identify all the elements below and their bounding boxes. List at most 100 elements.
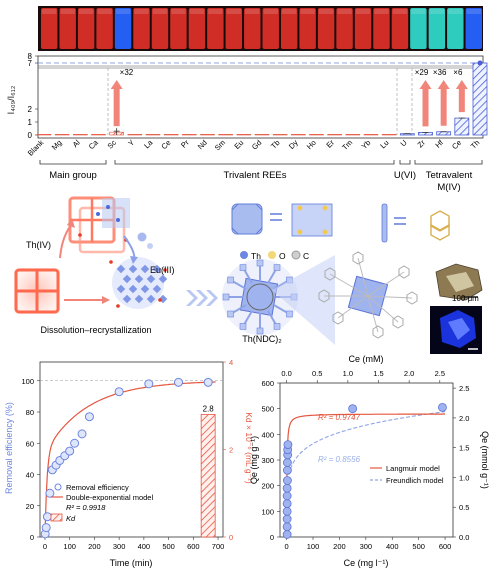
lattice-node	[134, 274, 144, 284]
isotherm-legend: Langmuir model Freundlich model	[370, 464, 444, 485]
vial-highlight	[429, 9, 445, 14]
bar	[163, 134, 179, 136]
bar	[454, 117, 470, 136]
x-tick-label: 400	[386, 542, 399, 551]
y-tick-label: 80	[26, 408, 34, 417]
vial	[373, 8, 390, 49]
bar	[145, 134, 161, 136]
y-tick-label: 100	[261, 507, 274, 516]
vial-highlight	[208, 9, 223, 14]
bar	[182, 134, 197, 136]
zoom-wedge	[272, 255, 335, 345]
lattice-node	[146, 294, 156, 304]
data-point	[282, 514, 292, 524]
legend-th-dot	[240, 251, 248, 259]
isotherm-chart: Qe (mg g⁻¹) Qe (mmol g⁻¹) Ce (mg l⁻¹) Ce…	[249, 354, 490, 568]
vial-highlight	[171, 9, 186, 14]
zoomed-structure	[318, 251, 418, 339]
vial	[317, 8, 335, 49]
data-point	[144, 379, 154, 389]
vial	[262, 8, 279, 49]
bracket-trivalent	[114, 160, 395, 165]
vial-highlight	[337, 9, 352, 14]
y-tick-label: 300	[261, 456, 274, 465]
arrow-head	[419, 80, 432, 89]
bracket-main	[39, 160, 107, 165]
kinetics-chart: Removal efficiency (%) Kd × 10⁻⁶ (mL g⁻¹…	[4, 358, 254, 568]
vial	[391, 8, 409, 49]
vial-highlight	[300, 9, 315, 14]
vial	[170, 8, 187, 49]
arrow-shaft	[113, 88, 120, 127]
lattice-node	[122, 274, 132, 284]
vial-highlight	[281, 9, 297, 14]
vial	[133, 8, 150, 49]
arrow-head	[110, 80, 123, 89]
arrow-shaft	[422, 88, 429, 127]
multiplier-label: ×29	[415, 68, 429, 77]
bar	[291, 134, 306, 136]
data-point	[282, 522, 292, 532]
spoke-node	[239, 323, 247, 330]
vial-highlight	[318, 9, 334, 14]
data-point	[65, 446, 75, 456]
x-label: Eu	[232, 138, 245, 151]
bar-top-dot	[477, 60, 483, 66]
x-tick-label: 0	[43, 542, 47, 551]
kinetics-y2label: Kd × 10⁻⁶ (mL g⁻¹)	[244, 412, 254, 484]
vial	[336, 8, 353, 49]
bar	[436, 131, 452, 136]
x-tick-label: 200	[88, 542, 101, 551]
data-point	[45, 488, 55, 498]
vial	[41, 8, 58, 49]
bar	[309, 134, 324, 136]
x-label: Ce	[159, 138, 172, 151]
vial	[151, 8, 169, 49]
spoke-node	[286, 310, 293, 318]
bar	[272, 134, 288, 136]
y-tick-label: 60	[26, 439, 34, 448]
spoke-node	[227, 276, 234, 284]
freundlich-curve	[286, 411, 446, 517]
bar	[363, 134, 379, 136]
multiplier-label: ×6	[453, 68, 463, 77]
linker-ring	[332, 311, 344, 325]
framework-top	[68, 196, 130, 254]
label-process: Dissolution–recrystallization	[40, 325, 151, 335]
y-tick-label: 2	[28, 105, 33, 114]
linker-bond	[367, 271, 405, 297]
x-label: Mg	[50, 138, 64, 152]
label-th4: Th(IV)	[26, 240, 51, 250]
y-tick-label: 200	[261, 482, 274, 491]
y-tick-label: 0	[28, 131, 33, 140]
x2-tick-label: 2.5	[435, 369, 445, 378]
x-label: Dy	[287, 138, 300, 151]
vial	[77, 8, 95, 49]
spoke-node	[227, 310, 234, 318]
y-tick-label: 8	[28, 52, 33, 61]
legend-double-exp: Double-exponential model	[66, 493, 153, 502]
kinetics-ylabel: Removal efficiency (%)	[4, 402, 14, 494]
data-point	[84, 412, 94, 422]
vial	[96, 8, 113, 49]
lattice-node	[140, 264, 150, 274]
y-tick-label: 7	[28, 59, 33, 68]
schematic: Th(IV) Eu(III) Dissolution–recrystalliza…	[14, 196, 483, 354]
vial-highlight	[152, 9, 168, 14]
x-tick-label: 200	[333, 542, 346, 551]
spoke-node	[273, 323, 281, 330]
vial	[280, 8, 298, 49]
x-tick-label: 100	[63, 542, 76, 551]
y2-tick-label: 0	[229, 533, 233, 542]
y-tick-label: 600	[261, 379, 274, 388]
lattice-node	[128, 264, 138, 274]
vial-highlight	[42, 9, 57, 14]
legend-o: O	[279, 251, 286, 261]
bar	[218, 134, 233, 136]
y2-tick-label: 1.5	[459, 444, 469, 453]
data-point	[114, 387, 124, 397]
y-tick-label: 0	[30, 533, 34, 542]
vial-highlight	[245, 9, 260, 14]
langmuir-curve	[286, 413, 446, 538]
spoke-node	[256, 259, 264, 267]
